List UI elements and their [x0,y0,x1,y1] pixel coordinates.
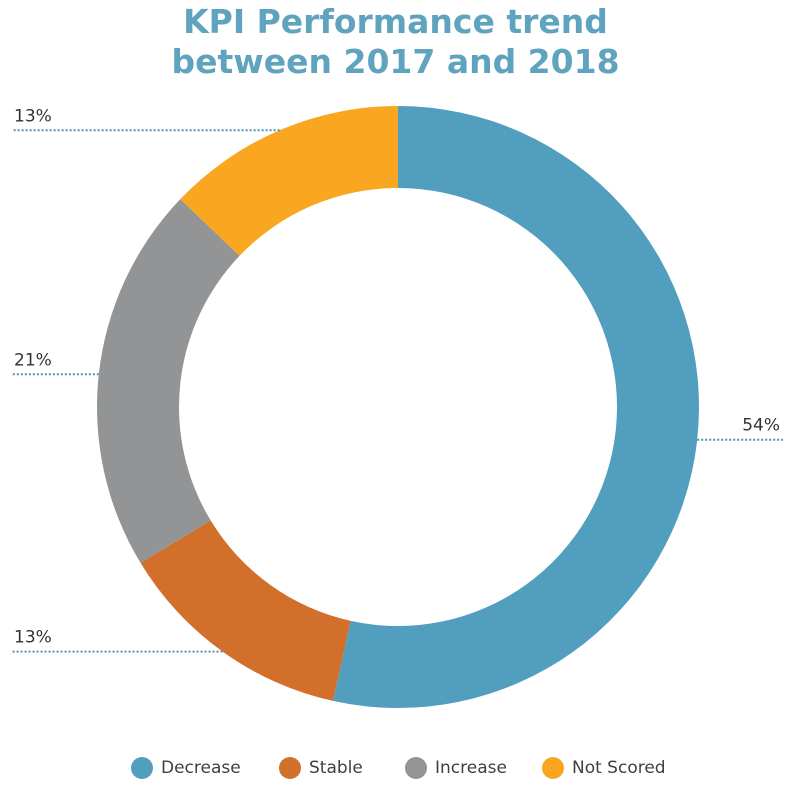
legend-swatch-not-scored [542,757,564,779]
legend-label-decrease: Decrease [161,758,241,778]
chart-title-line-2: between 2017 and 2018 [171,42,620,81]
legend-item-increase: Increase [405,757,507,779]
slice-increase [97,199,240,563]
slice-label-increase: 21% [14,350,52,370]
slice-label-not-scored: 13% [14,106,52,126]
legend-label-not-scored: Not Scored [572,758,666,778]
donut-slices [97,106,700,708]
chart-title-line-1: KPI Performance trend [183,2,608,41]
legend-swatch-increase [405,757,427,779]
slice-stable [140,520,351,701]
slice-label-decrease: 54% [742,416,780,436]
legend-item-not-scored: Not Scored [542,757,666,779]
legend-label-increase: Increase [435,758,507,778]
chart-legend: Decrease Stable Increase Not Scored [0,757,791,787]
slice-decrease [332,106,700,708]
slice-labels: 54% 13% 21% 13% [14,106,780,647]
slice-label-leaders [12,129,783,653]
legend-label-stable: Stable [309,758,363,778]
legend-item-decrease: Decrease [131,757,241,779]
legend-item-stable: Stable [279,757,363,779]
donut-chart: 54% 13% 21% 13% [12,106,783,708]
slice-label-stable: 13% [14,628,52,648]
legend-swatch-decrease [131,757,153,779]
legend-swatch-stable [279,757,301,779]
chart-title: KPI Performance trend between 2017 and 2… [0,2,791,82]
slice-not-scored [180,106,398,256]
